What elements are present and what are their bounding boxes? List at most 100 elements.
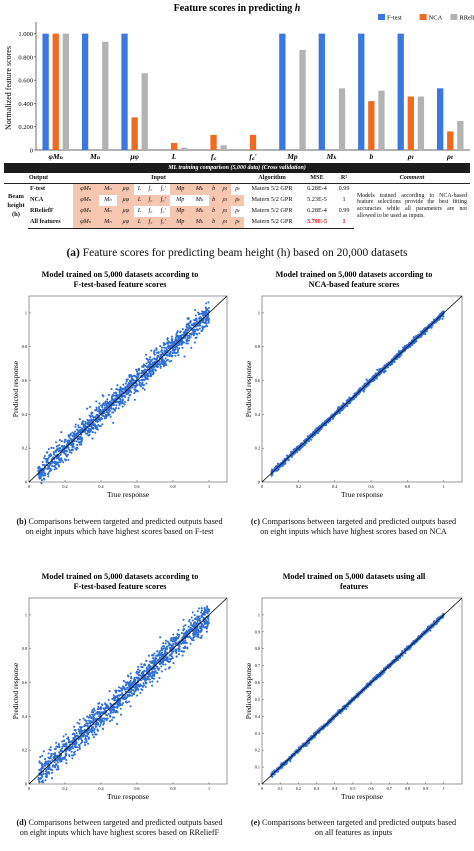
legend-swatch-nca <box>419 14 427 20</box>
scatter-point <box>306 435 309 438</box>
scatter-point <box>119 707 122 710</box>
scatter-xtick-label: 1 <box>208 786 210 791</box>
scatter-point <box>139 691 142 695</box>
scatter-point <box>81 427 84 430</box>
scatter-point <box>72 747 75 750</box>
scatter-point <box>203 610 206 613</box>
scatter-point <box>124 697 128 700</box>
scatter-point <box>98 402 101 405</box>
scatter-xtick-label: 0.8 <box>405 484 410 489</box>
scatter-point <box>66 453 69 456</box>
scatter-point <box>58 746 61 749</box>
scatter-point <box>69 434 72 437</box>
scatter-point <box>186 336 189 340</box>
bar-rrelieff-9 <box>417 96 425 150</box>
scatter-point <box>151 369 154 372</box>
scatter-point <box>88 421 91 424</box>
scatter-point <box>200 634 203 637</box>
bar-rrelieff-2 <box>141 73 148 150</box>
scatter-point <box>156 671 159 675</box>
mse-cell: 6.28E-4 <box>307 207 327 215</box>
scatter-point <box>84 744 87 747</box>
scatter-point <box>61 747 64 750</box>
scatter-point <box>170 355 174 358</box>
scatter-point <box>62 756 65 759</box>
scatter-point <box>144 364 147 367</box>
scatter-point <box>65 455 68 458</box>
scatter-point <box>91 733 94 736</box>
scatter-point <box>146 372 149 375</box>
scatter-point <box>113 409 117 412</box>
scatter-point <box>87 716 90 719</box>
scatter-point <box>138 669 142 672</box>
scatter-point <box>39 476 42 479</box>
scatter-point <box>84 422 87 425</box>
scatter-point <box>164 343 167 346</box>
scatter-point <box>169 352 172 355</box>
scatter-point <box>103 708 106 711</box>
scatter-point <box>183 331 186 334</box>
scatter-point <box>145 362 148 365</box>
scatter-point <box>160 346 164 349</box>
scatter-point <box>366 380 369 383</box>
scatter-point <box>162 647 165 650</box>
scatter-point <box>115 709 118 712</box>
scatter-point <box>145 682 148 685</box>
scatter-point <box>74 447 77 450</box>
scatter-point <box>207 301 210 304</box>
scatter-point <box>78 718 81 721</box>
scatter-point <box>274 465 277 468</box>
scatter-point <box>194 314 197 317</box>
scatter-point <box>88 721 91 724</box>
input-cell: Mₙ <box>104 196 112 204</box>
bar-rrelieff-1 <box>102 41 109 151</box>
scatter-point <box>136 373 139 376</box>
scatter-point <box>130 379 133 383</box>
scatter-point <box>52 456 55 459</box>
row-method: RReliefF <box>30 207 54 215</box>
scatter-point <box>146 366 149 369</box>
scatter-point <box>158 656 161 659</box>
scatter-point <box>63 445 66 448</box>
scatter-point <box>277 468 280 471</box>
scatter-point <box>102 414 105 418</box>
scatter-point <box>198 630 201 633</box>
scatter-point <box>53 468 56 471</box>
scatter-point <box>177 354 180 357</box>
scatter-point <box>156 680 159 683</box>
scatter-ytick-label: 0 <box>25 480 27 485</box>
scatter-point <box>50 446 53 449</box>
bar-f-test-8 <box>358 33 365 150</box>
bar-nca-2 <box>131 117 138 150</box>
scatter-point <box>84 737 87 740</box>
scatter-point <box>59 756 62 759</box>
scatter-point <box>141 674 144 677</box>
scatter-point <box>205 324 208 327</box>
scatter-point <box>105 403 108 406</box>
scatter-point <box>179 341 182 344</box>
scatter-point <box>79 426 82 429</box>
input-cell: f꜀ <box>148 185 153 193</box>
scatter-point <box>81 420 85 423</box>
scatter-point <box>138 381 141 384</box>
scatter-point <box>90 418 93 421</box>
scatter-point <box>62 740 66 743</box>
scatter-point <box>62 743 65 746</box>
scatter-point <box>200 607 203 610</box>
scatter-point <box>156 667 159 670</box>
scatter-point <box>50 752 53 755</box>
scatter-point <box>94 725 97 728</box>
scatter-point <box>206 622 209 625</box>
bar-nca-5 <box>249 134 257 150</box>
scatter-reference-line <box>28 597 228 785</box>
scatter-point <box>55 763 58 766</box>
scatter-point <box>111 411 114 414</box>
scatter-point <box>181 327 184 331</box>
scatter-point <box>138 671 141 674</box>
scatter-point <box>147 358 150 362</box>
caption-a-text: Feature scores for predicting beam heigh… <box>79 247 408 259</box>
scatter-point <box>47 447 50 451</box>
scatter-point <box>49 757 52 760</box>
scatter-point <box>133 398 136 401</box>
